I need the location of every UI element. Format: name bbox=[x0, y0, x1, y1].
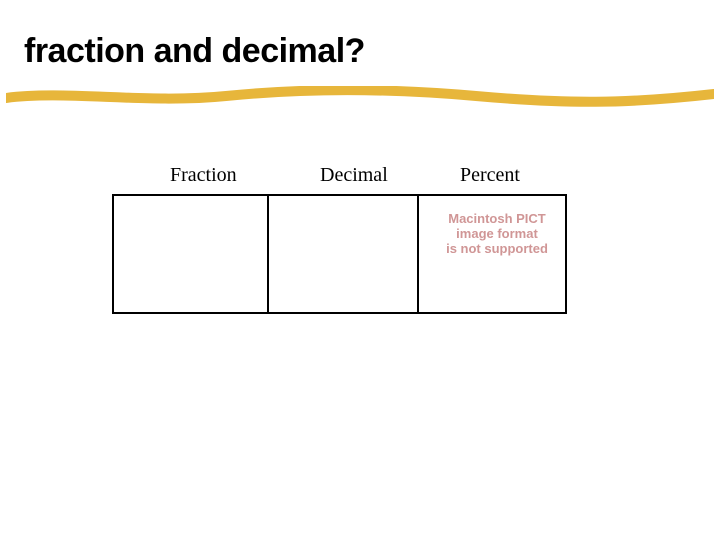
underline-svg bbox=[6, 86, 714, 110]
title-underline bbox=[6, 86, 714, 110]
table-divider-1 bbox=[267, 194, 269, 314]
column-label-fraction: Fraction bbox=[170, 164, 237, 187]
column-label-decimal: Decimal bbox=[320, 164, 388, 187]
pict-line-1: Macintosh PICT bbox=[438, 212, 556, 227]
pict-line-2: image format bbox=[438, 227, 556, 242]
slide: fraction and decimal? Fraction Decimal P… bbox=[0, 0, 720, 540]
pict-unsupported-message: Macintosh PICT image format is not suppo… bbox=[438, 212, 556, 257]
slide-title: fraction and decimal? bbox=[24, 32, 365, 71]
column-label-percent: Percent bbox=[460, 164, 520, 187]
pict-line-3: is not supported bbox=[438, 242, 556, 257]
underline-thick-path bbox=[6, 90, 714, 102]
table-divider-2 bbox=[417, 194, 419, 314]
